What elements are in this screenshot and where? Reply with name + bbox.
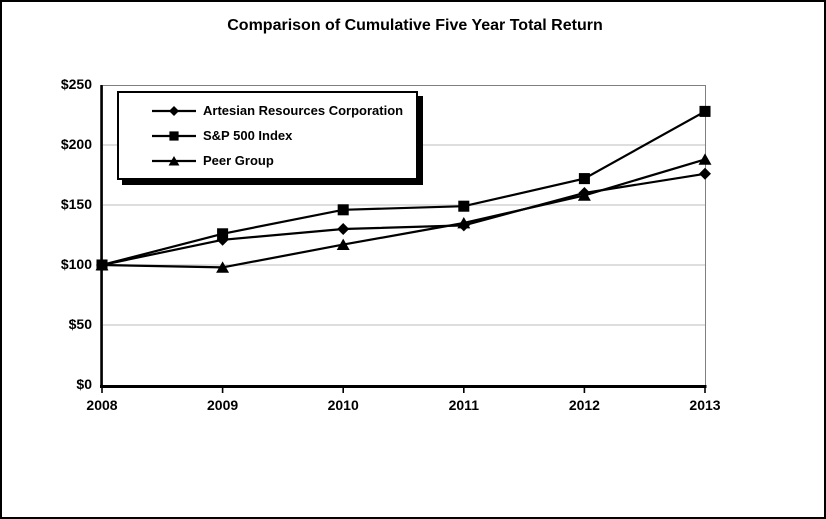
legend-item-sp500: S&P 500 Index (151, 125, 416, 147)
legend-label-sp500: S&P 500 Index (203, 128, 293, 143)
legend-item-peer-group: Peer Group (151, 150, 416, 172)
legend-item-artesian: Artesian Resources Corporation (151, 100, 416, 122)
legend: Artesian Resources Corporation S&P 500 I… (117, 91, 418, 180)
triangle-marker-icon (152, 155, 196, 165)
y-axis-label: $50 (68, 316, 92, 332)
legend-label-artesian: Artesian Resources Corporation (203, 103, 404, 118)
y-axis-label: $200 (60, 136, 92, 152)
chart-title: Comparison of Cumulative Five Year Total… (227, 17, 603, 34)
y-axis-label: $150 (60, 196, 92, 212)
y-axis-label: $250 (60, 76, 92, 92)
diamond-marker-icon (152, 105, 196, 116)
x-axis-label: 2010 (327, 397, 359, 413)
x-axis-label: 2008 (86, 397, 118, 413)
x-axis-label: 2012 (568, 397, 600, 413)
y-axis-label: $0 (76, 376, 92, 392)
legend-label-peer-group: Peer Group (203, 153, 274, 168)
x-axis-label: 2009 (207, 397, 239, 413)
square-marker-icon (152, 130, 196, 141)
y-axis-label: $100 (60, 256, 92, 272)
x-axis-label: 2013 (689, 397, 721, 413)
x-axis-label: 2011 (448, 397, 479, 413)
